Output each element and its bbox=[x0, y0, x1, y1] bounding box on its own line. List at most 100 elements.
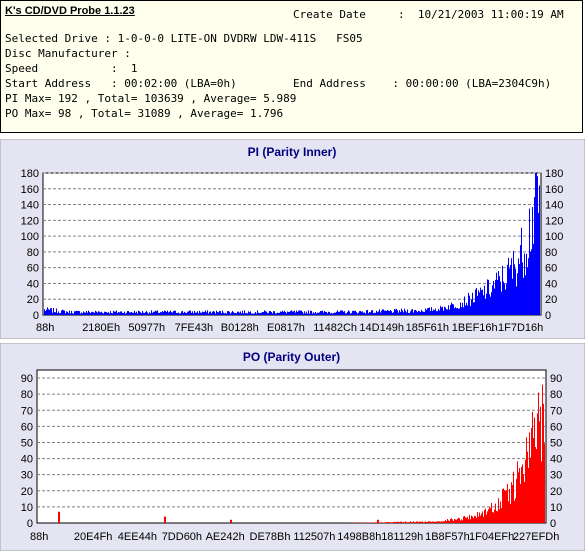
pi-bar bbox=[70, 313, 71, 315]
pi-bar bbox=[208, 313, 209, 315]
pi-ytick-right: 160 bbox=[545, 184, 563, 196]
pi-bar bbox=[306, 311, 307, 315]
pi-bar bbox=[288, 311, 289, 315]
pi-bar bbox=[310, 310, 311, 315]
pi-bar bbox=[260, 312, 261, 315]
po-bar bbox=[413, 521, 414, 523]
po-bar bbox=[58, 511, 59, 523]
po-bar bbox=[437, 521, 438, 523]
pi-bar bbox=[84, 312, 85, 315]
pi-bar bbox=[529, 208, 530, 315]
pi-bar bbox=[426, 309, 427, 315]
pi-bar bbox=[410, 311, 411, 315]
pi-bar bbox=[383, 309, 384, 315]
pi-bar bbox=[450, 304, 451, 315]
po-bar bbox=[408, 522, 409, 523]
pi-bar bbox=[149, 312, 150, 315]
po-bar bbox=[59, 511, 60, 523]
pi-bar bbox=[472, 292, 473, 315]
po-xtick-label: 7DD60h bbox=[162, 531, 202, 543]
pi-bar bbox=[244, 310, 245, 315]
pi-bar bbox=[242, 310, 243, 315]
po-bar bbox=[442, 521, 443, 523]
po-bar bbox=[462, 520, 463, 523]
pi-bar bbox=[56, 308, 57, 315]
pi-bar bbox=[263, 311, 264, 315]
pi-bar bbox=[391, 311, 392, 315]
po-xtick-label: 1F04EFh bbox=[469, 531, 514, 543]
pi-bar bbox=[364, 312, 365, 315]
pi-bar bbox=[462, 302, 463, 315]
po-bar bbox=[456, 519, 457, 523]
pi-bar bbox=[198, 313, 199, 315]
pi-bar bbox=[287, 311, 288, 315]
po-ytick-left: 80 bbox=[21, 389, 33, 401]
po-bar bbox=[378, 519, 379, 523]
po-ytick-right: 70 bbox=[550, 405, 562, 417]
pi-bar bbox=[537, 176, 538, 315]
pi-bar bbox=[388, 310, 389, 315]
pi-bar bbox=[351, 312, 352, 315]
po-bar bbox=[405, 521, 406, 523]
pi-bar bbox=[395, 309, 396, 315]
pi-bar bbox=[468, 292, 469, 315]
pi-bar bbox=[533, 243, 534, 315]
pi-bar bbox=[358, 312, 359, 315]
po-bar bbox=[537, 413, 538, 523]
pi-bar bbox=[339, 311, 340, 315]
pi-bar bbox=[194, 310, 195, 315]
pi-bar bbox=[112, 313, 113, 315]
pi-bar bbox=[346, 313, 347, 315]
po-bar bbox=[430, 521, 431, 523]
pi-bar bbox=[449, 309, 450, 315]
po-bar bbox=[526, 437, 527, 523]
po-bar bbox=[495, 503, 496, 523]
po-bar bbox=[447, 518, 448, 523]
pi-bar bbox=[64, 310, 65, 315]
pi-bar bbox=[140, 312, 141, 315]
po-chart-title: PO (Parity Outer) bbox=[243, 350, 340, 364]
pi-bar bbox=[297, 312, 298, 315]
pi-bar bbox=[495, 279, 496, 315]
pi-xtick-label: B0128h bbox=[221, 322, 259, 334]
po-bar bbox=[543, 403, 544, 523]
pi-bar bbox=[46, 309, 47, 315]
pi-bar bbox=[101, 311, 102, 315]
pi-bar bbox=[433, 309, 434, 315]
pi-bar bbox=[123, 313, 124, 315]
pi-xtick-label: 50977h bbox=[128, 322, 165, 334]
pi-bar bbox=[127, 311, 128, 315]
pi-bar bbox=[502, 265, 503, 315]
pi-bar bbox=[349, 311, 350, 315]
po-bar bbox=[516, 478, 517, 523]
po-bar bbox=[467, 516, 468, 523]
pi-bar bbox=[125, 313, 126, 315]
pi-xtick-label: 1BEF16h bbox=[452, 322, 498, 334]
pi-bar bbox=[307, 313, 308, 315]
pi-bar bbox=[532, 207, 533, 315]
po-bar bbox=[513, 471, 514, 523]
pi-bar bbox=[160, 312, 161, 315]
pi-bar bbox=[238, 311, 239, 315]
pi-bar bbox=[457, 307, 458, 315]
pi-ytick-left: 160 bbox=[21, 184, 39, 196]
pi-bar bbox=[516, 286, 517, 315]
pi-bar bbox=[372, 309, 373, 315]
po-bar bbox=[488, 509, 489, 523]
pi-bar bbox=[312, 313, 313, 315]
po-ytick-right: 50 bbox=[550, 437, 562, 449]
po-bar bbox=[472, 516, 473, 523]
pi-bar bbox=[508, 257, 509, 315]
pi-bar bbox=[417, 312, 418, 315]
pi-ytick-left: 60 bbox=[27, 263, 39, 275]
po-bar bbox=[532, 411, 533, 523]
pi-bar bbox=[213, 311, 214, 315]
pi-bar bbox=[453, 304, 454, 315]
pi-bar bbox=[129, 312, 130, 315]
pi-bar bbox=[534, 197, 535, 315]
pi-bar bbox=[121, 311, 122, 315]
pi-xtick-label: E0817h bbox=[267, 322, 305, 334]
pi-bar bbox=[366, 310, 367, 315]
pi-bar bbox=[490, 296, 491, 315]
pi-bar bbox=[370, 312, 371, 315]
